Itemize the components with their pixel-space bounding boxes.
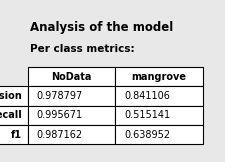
Text: Per class metrics:: Per class metrics: xyxy=(30,44,135,54)
Text: Analysis of the model: Analysis of the model xyxy=(30,21,173,34)
